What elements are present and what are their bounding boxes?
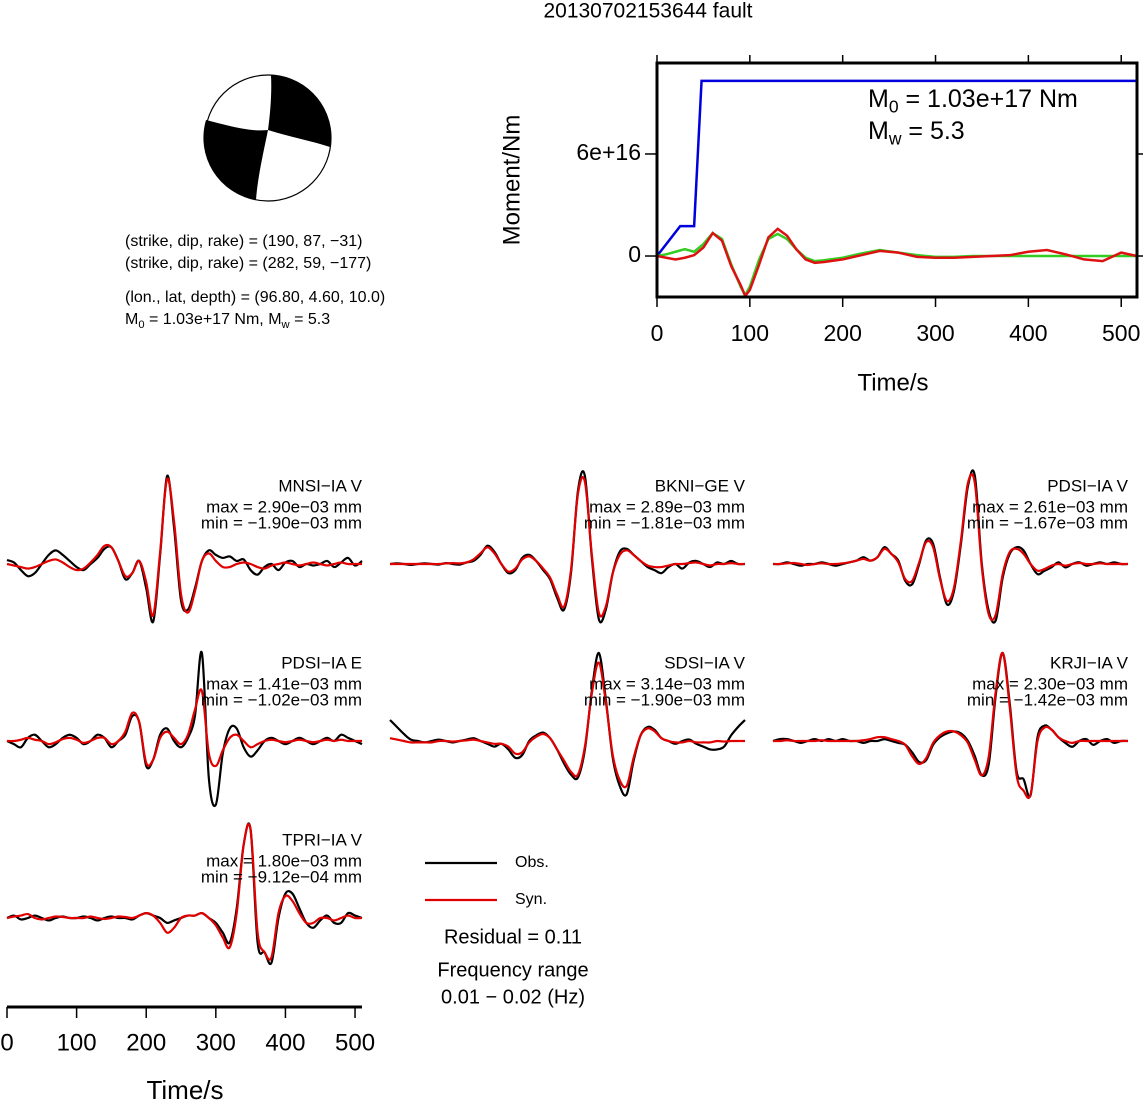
max-label: max = 3.14e−03 mm	[589, 674, 745, 693]
x-tick-label: 500	[335, 1029, 375, 1056]
text-part: M	[125, 311, 138, 328]
mechanism-line: (lon., lat, depth) = (96.80, 4.60, 10.0)	[125, 289, 385, 306]
beachball-compression	[203, 120, 268, 200]
max-label: max = 2.90e−03 mm	[206, 497, 362, 516]
x-tick-label: 500	[1102, 320, 1140, 346]
max-label: max = 2.61e−03 mm	[972, 497, 1128, 516]
x-tick-label: 200	[823, 320, 861, 346]
x-tick-label: 400	[265, 1029, 305, 1056]
text-part: 0	[138, 319, 144, 331]
annotation: Frequency range	[437, 959, 588, 981]
station-title: TPRI−IA V	[282, 830, 362, 849]
x-tick-label: 200	[126, 1029, 166, 1056]
waveform-line	[772, 473, 1128, 622]
x-tick-label: 400	[1009, 320, 1047, 346]
moment-annotation: Mw = 5.3	[868, 117, 965, 149]
plot-frame	[655, 61, 1139, 299]
moment-line	[657, 231, 1137, 297]
station-title: BKNI−GE V	[655, 476, 746, 495]
min-label: min = −1.81e−03 mm	[584, 513, 745, 532]
waveform-line	[772, 651, 1128, 800]
station-title: PDSI−IA E	[281, 653, 362, 672]
x-tick-label: 0	[651, 320, 664, 346]
mechanism-line: (strike, dip, rake) = (282, 59, −177)	[125, 255, 371, 272]
max-label: max = 1.80e−03 mm	[206, 851, 362, 870]
figure-title: 20130702153644 fault	[543, 0, 752, 23]
plot-lines	[657, 79, 1137, 297]
waveform-line	[6, 823, 363, 961]
waveform-line	[6, 477, 362, 618]
x-tick-label: 300	[196, 1029, 236, 1056]
x-tick-label: 0	[0, 1029, 13, 1056]
text-part: = 1.03e+17 Nm, M	[145, 311, 282, 328]
waveform-line	[389, 476, 746, 618]
x-axis-label: Time/s	[857, 369, 928, 396]
moment-line	[657, 227, 1137, 297]
mechanism-line: (strike, dip, rake) = (190, 87, −31)	[125, 233, 362, 250]
min-label: min = −1.02e−03 mm	[201, 690, 362, 709]
max-label: max = 2.30e−03 mm	[972, 674, 1128, 693]
text-part: 0	[889, 96, 899, 116]
beachball-compression	[268, 75, 331, 147]
legend-label: Syn.	[515, 891, 547, 908]
text-part: w	[281, 319, 291, 331]
annotation: Residual = 0.11	[444, 926, 582, 948]
waveform-line	[6, 650, 363, 807]
text-part: w	[888, 128, 902, 148]
min-label: min = −1.90e−03 mm	[201, 513, 362, 532]
station-title: KRJI−IA V	[1050, 653, 1129, 672]
min-label: min = −1.42e−03 mm	[967, 690, 1128, 709]
x-tick-label: 300	[916, 320, 954, 346]
max-label: max = 2.89e−03 mm	[589, 497, 745, 516]
station-title: MNSI−IA V	[278, 476, 362, 495]
moment-line	[657, 79, 1137, 257]
moment-annotation: M0 = 1.03e+17 Nm	[868, 85, 1078, 117]
station-title: SDSI−IA V	[664, 653, 745, 672]
text-part: M	[868, 117, 889, 145]
text-part: = 5.3	[901, 117, 964, 145]
moment-line: M0 = 1.03e+17 Nm, Mw = 5.3	[125, 311, 330, 331]
waveform-line	[389, 661, 745, 789]
station-title: PDSI−IA V	[1047, 476, 1128, 495]
x-axis-label: Time/s	[146, 1075, 223, 1103]
max-label: max = 1.41e−03 mm	[206, 674, 362, 693]
annotation: 0.01 − 0.02 (Hz)	[441, 986, 585, 1008]
x-tick-label: 100	[731, 320, 769, 346]
y-tick-label: 0	[628, 241, 641, 267]
y-axis-label: Moment/Nm	[498, 115, 525, 246]
waveform-line	[6, 688, 362, 768]
legend-label: Obs.	[515, 854, 549, 871]
text-part: = 1.03e+17 Nm	[899, 85, 1078, 113]
min-label: min = −1.90e−03 mm	[584, 690, 745, 709]
x-tick-label: 100	[57, 1029, 97, 1056]
text-part: M	[868, 85, 889, 113]
text-part: = 5.3	[290, 311, 331, 328]
y-tick-label: 6e+16	[576, 139, 641, 165]
min-label: min = −1.67e−03 mm	[967, 513, 1128, 532]
beachball	[203, 74, 332, 202]
min-label: min = −9.12e−04 mm	[201, 867, 362, 886]
